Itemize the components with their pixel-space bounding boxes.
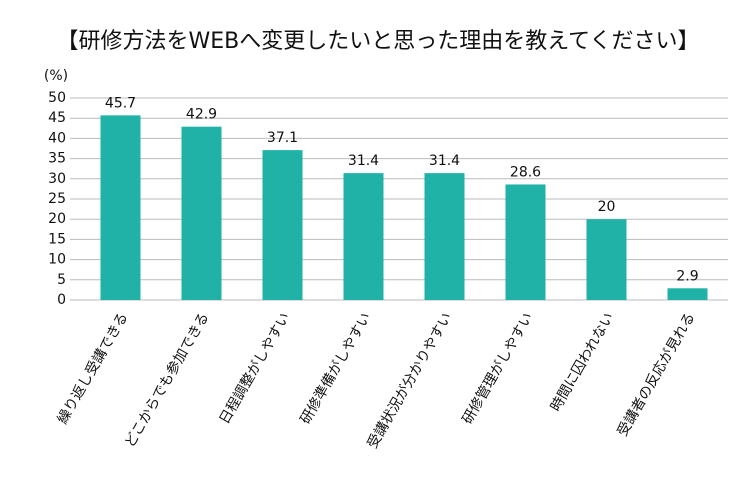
y-tick-label: 40 xyxy=(48,130,66,146)
value-label: 42.9 xyxy=(186,107,217,123)
y-tick-label: 0 xyxy=(57,292,66,308)
value-label: 2.9 xyxy=(676,268,698,284)
value-label: 28.6 xyxy=(510,164,541,180)
y-tick-label: 35 xyxy=(48,151,66,167)
y-tick-label: 50 xyxy=(48,90,66,106)
y-tick-label: 20 xyxy=(48,211,66,227)
value-label: 31.4 xyxy=(429,153,460,169)
bar xyxy=(262,150,303,300)
x-tick-label: 研修準備がしやすい xyxy=(298,310,375,427)
y-axis-label: (%) xyxy=(44,68,68,84)
y-tick-label: 5 xyxy=(57,272,66,288)
x-tick-label: 受講者の反応が見れる xyxy=(615,310,699,439)
x-tick-label: どこからでも参加できる xyxy=(121,310,212,451)
y-tick-label: 45 xyxy=(48,110,66,126)
value-label: 20 xyxy=(598,199,616,215)
bar xyxy=(100,115,141,300)
y-tick-label: 30 xyxy=(48,171,66,187)
y-tick-label: 15 xyxy=(48,231,66,247)
x-tick-label: 受講状況が分かりやすい xyxy=(365,310,456,451)
value-label: 37.1 xyxy=(267,130,298,146)
bar xyxy=(667,288,708,300)
x-tick-label: 日程調整がしやすい xyxy=(217,310,294,427)
bar xyxy=(505,184,546,300)
bar xyxy=(343,173,384,300)
value-label: 31.4 xyxy=(348,153,379,169)
bar xyxy=(424,173,465,300)
chart-title: 【研修方法をWEBへ変更したいと思った理由を教えてください】 xyxy=(57,29,700,54)
x-tick-label: 研修管理がしやすい xyxy=(460,310,537,427)
value-label: 45.7 xyxy=(105,95,136,111)
x-tick-label: 繰り返し受講できる xyxy=(55,310,132,427)
bar xyxy=(586,219,627,300)
bar xyxy=(181,126,222,301)
y-tick-label: 10 xyxy=(48,252,66,268)
x-tick-label: 時間に囚われない xyxy=(548,310,618,414)
y-tick-label: 25 xyxy=(48,191,66,207)
